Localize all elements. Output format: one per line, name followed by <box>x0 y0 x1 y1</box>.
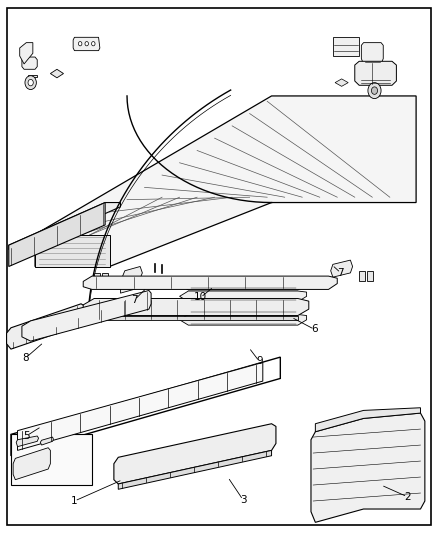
Text: 1: 1 <box>71 496 78 506</box>
Polygon shape <box>35 96 416 266</box>
Polygon shape <box>35 235 110 266</box>
Polygon shape <box>120 285 137 293</box>
Circle shape <box>85 42 88 46</box>
Polygon shape <box>16 436 39 447</box>
Circle shape <box>78 42 82 46</box>
Polygon shape <box>11 434 92 485</box>
Polygon shape <box>94 273 100 282</box>
Polygon shape <box>20 43 33 64</box>
Text: 5: 5 <box>23 431 30 441</box>
Circle shape <box>28 79 33 86</box>
Polygon shape <box>180 291 307 302</box>
Text: 9: 9 <box>256 357 263 366</box>
Polygon shape <box>50 69 64 78</box>
Text: 10: 10 <box>194 293 207 302</box>
Polygon shape <box>83 298 309 316</box>
Polygon shape <box>367 271 373 281</box>
Text: 7: 7 <box>131 295 138 304</box>
Polygon shape <box>333 37 359 56</box>
Circle shape <box>92 42 95 46</box>
Circle shape <box>371 87 378 94</box>
Polygon shape <box>118 450 272 489</box>
Text: 2: 2 <box>404 492 411 502</box>
Polygon shape <box>180 279 307 290</box>
Polygon shape <box>311 413 425 522</box>
Polygon shape <box>315 408 420 432</box>
Polygon shape <box>123 266 142 282</box>
Polygon shape <box>9 203 105 266</box>
Polygon shape <box>22 57 37 69</box>
Polygon shape <box>7 304 85 349</box>
Polygon shape <box>18 362 263 450</box>
Polygon shape <box>359 271 365 281</box>
Polygon shape <box>361 43 383 64</box>
Polygon shape <box>355 61 396 85</box>
Polygon shape <box>13 448 50 480</box>
Polygon shape <box>22 290 151 341</box>
Polygon shape <box>9 203 120 249</box>
Polygon shape <box>83 276 337 289</box>
Polygon shape <box>94 316 298 320</box>
Circle shape <box>25 76 36 90</box>
Polygon shape <box>73 37 100 51</box>
Polygon shape <box>180 303 307 313</box>
Polygon shape <box>28 75 37 77</box>
Polygon shape <box>102 273 108 282</box>
Text: 7: 7 <box>337 268 344 278</box>
Polygon shape <box>331 260 353 277</box>
Text: 8: 8 <box>22 353 29 363</box>
Text: 6: 6 <box>311 325 318 334</box>
Circle shape <box>368 83 381 99</box>
Text: 3: 3 <box>240 495 247 505</box>
Polygon shape <box>114 424 276 484</box>
Polygon shape <box>180 314 307 325</box>
Polygon shape <box>335 79 348 86</box>
Polygon shape <box>40 437 53 445</box>
